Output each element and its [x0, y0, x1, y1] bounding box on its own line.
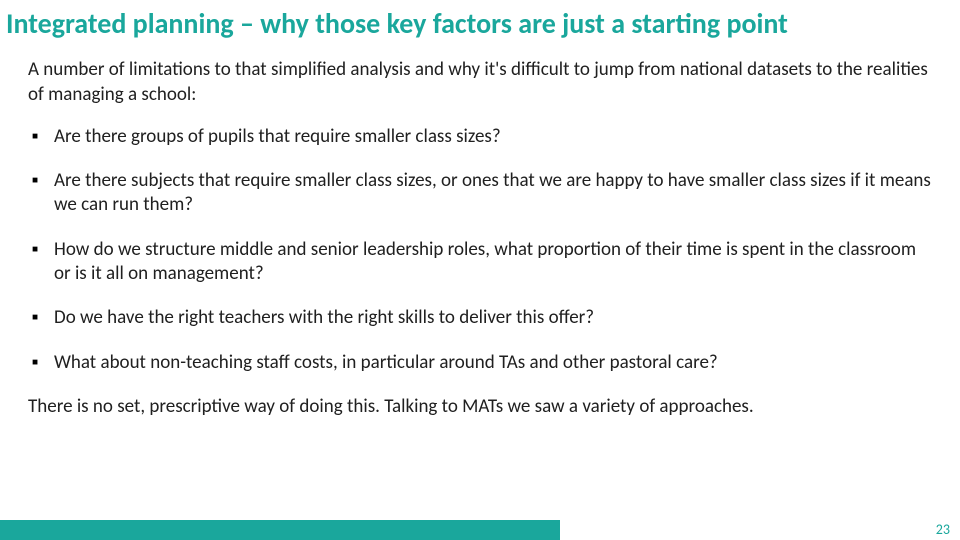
bullet-item: Are there subjects that require smaller …	[28, 169, 932, 218]
bullet-item: What about non-teaching staff costs, in …	[28, 351, 932, 375]
slide-title: Integrated planning – why those key fact…	[0, 0, 960, 46]
slide: Integrated planning – why those key fact…	[0, 0, 960, 540]
slide-content: A number of limitations to that simplifi…	[0, 46, 960, 540]
bullet-item: How do we structure middle and senior le…	[28, 238, 932, 287]
bullet-item: Do we have the right teachers with the r…	[28, 306, 932, 330]
page-number: 23	[936, 521, 950, 538]
footer-bar	[0, 520, 960, 540]
intro-text: A number of limitations to that simplifi…	[28, 58, 932, 107]
bullet-list: Are there groups of pupils that require …	[28, 125, 932, 375]
footer-bar-left	[0, 520, 560, 540]
bullet-item: Are there groups of pupils that require …	[28, 125, 932, 149]
outro-text: There is no set, prescriptive way of doi…	[28, 395, 932, 419]
